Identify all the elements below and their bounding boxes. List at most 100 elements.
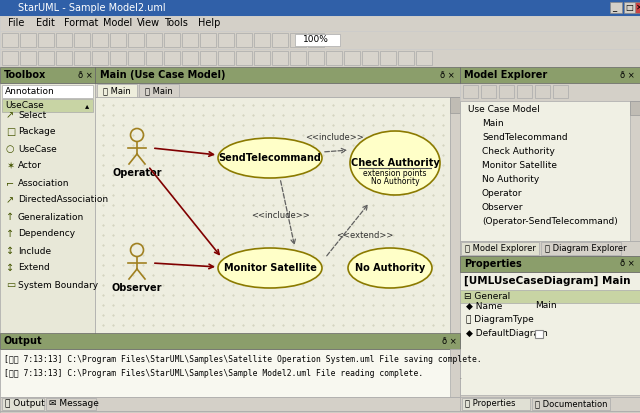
Bar: [164, 51, 180, 65]
Bar: [0, 349, 460, 397]
Bar: [74, 33, 90, 47]
Text: Check Authority: Check Authority: [351, 158, 440, 168]
Bar: [272, 33, 288, 47]
Text: SendTelecommand: SendTelecommand: [219, 153, 321, 163]
Text: ↕: ↕: [6, 263, 14, 273]
Text: Monitor Satellite: Monitor Satellite: [223, 263, 316, 273]
Text: No Authority: No Authority: [371, 176, 419, 185]
Text: Tools: Tools: [164, 19, 188, 28]
Bar: [146, 33, 162, 47]
Text: Actor: Actor: [18, 161, 42, 171]
Bar: [630, 101, 640, 241]
Bar: [0, 16, 640, 31]
Bar: [0, 0, 640, 16]
Text: 🖼 Diagram Explorer: 🖼 Diagram Explorer: [545, 244, 627, 253]
Bar: [92, 51, 108, 65]
Bar: [624, 2, 636, 13]
Bar: [182, 51, 198, 65]
Bar: [450, 97, 460, 113]
Text: StarUML - Sample Model2.uml: StarUML - Sample Model2.uml: [18, 3, 166, 13]
Text: SendTelecommand: SendTelecommand: [482, 133, 568, 142]
Text: No Authority: No Authority: [482, 176, 540, 185]
Bar: [460, 101, 640, 241]
Bar: [74, 51, 90, 65]
Text: Dependency: Dependency: [18, 230, 75, 238]
Bar: [450, 373, 460, 385]
Text: Main: Main: [482, 119, 504, 128]
Text: 🖼 Main: 🖼 Main: [103, 86, 131, 95]
Bar: [139, 84, 179, 97]
Text: ↕: ↕: [6, 246, 14, 256]
Text: Help: Help: [198, 19, 220, 28]
Text: ð ×: ð ×: [620, 71, 635, 79]
Bar: [164, 33, 180, 47]
Bar: [308, 51, 324, 65]
Text: <<extend>>: <<extend>>: [336, 230, 394, 240]
Text: Output: Output: [4, 336, 43, 346]
Bar: [2, 398, 44, 410]
Text: ð ×: ð ×: [620, 259, 635, 268]
Bar: [460, 272, 640, 395]
Bar: [535, 330, 543, 338]
Text: Check Authority: Check Authority: [482, 147, 555, 157]
Text: UseCase: UseCase: [5, 101, 44, 110]
Text: _: _: [612, 3, 616, 12]
Bar: [110, 33, 126, 47]
Bar: [236, 33, 252, 47]
Text: Association: Association: [18, 178, 70, 188]
Bar: [481, 85, 496, 98]
Bar: [272, 51, 288, 65]
Text: [오후 7:13:13] C:\Program Files\StarUML\Samples\Sample Model2.uml File reading com: [오후 7:13:13] C:\Program Files\StarUML\Sa…: [4, 368, 423, 377]
Bar: [0, 49, 640, 67]
Bar: [290, 51, 306, 65]
Bar: [0, 411, 640, 413]
Bar: [380, 51, 396, 65]
Text: Select: Select: [18, 111, 46, 119]
Text: DirectedAssociation: DirectedAssociation: [18, 195, 108, 204]
Text: <<include>>: <<include>>: [306, 133, 364, 142]
Bar: [38, 51, 54, 65]
Bar: [182, 33, 198, 47]
Bar: [236, 51, 252, 65]
Bar: [20, 33, 36, 47]
Text: Generalization: Generalization: [18, 213, 84, 221]
Bar: [344, 51, 360, 65]
Text: 🖼 Properties: 🖼 Properties: [465, 399, 515, 408]
Text: ð ×: ð ×: [442, 337, 457, 346]
Ellipse shape: [218, 138, 322, 178]
Text: ↑: ↑: [6, 212, 14, 222]
Bar: [463, 85, 478, 98]
Bar: [0, 333, 460, 349]
Text: 🖼 Model Explorer: 🖼 Model Explorer: [465, 244, 536, 253]
Text: ✶: ✶: [6, 161, 14, 171]
Bar: [535, 85, 550, 98]
Bar: [2, 51, 18, 65]
Bar: [499, 85, 514, 98]
Bar: [362, 51, 378, 65]
Text: ▭: ▭: [6, 280, 15, 290]
Bar: [290, 33, 306, 47]
Text: ↗: ↗: [6, 195, 14, 205]
Bar: [0, 397, 460, 411]
Text: Use Case Model: Use Case Model: [468, 105, 540, 114]
Text: ð ×: ð ×: [440, 71, 455, 79]
Ellipse shape: [218, 248, 322, 288]
Bar: [0, 83, 95, 395]
Text: ✕: ✕: [636, 3, 640, 12]
Bar: [56, 51, 72, 65]
Text: Monitor Satellite: Monitor Satellite: [482, 161, 557, 171]
Ellipse shape: [350, 131, 440, 195]
Text: ◆ DefaultDiagram: ◆ DefaultDiagram: [466, 330, 548, 339]
Text: Observer: Observer: [482, 204, 524, 213]
Bar: [97, 84, 137, 97]
Bar: [295, 34, 340, 46]
Text: ▴: ▴: [85, 101, 89, 110]
Bar: [218, 51, 234, 65]
Text: +: +: [453, 374, 462, 384]
Bar: [56, 33, 72, 47]
Text: Model: Model: [103, 19, 132, 28]
Text: ↑: ↑: [6, 229, 14, 239]
Text: [UMLUseCaseDiagram] Main: [UMLUseCaseDiagram] Main: [464, 276, 630, 286]
Bar: [146, 51, 162, 65]
Bar: [553, 85, 568, 98]
